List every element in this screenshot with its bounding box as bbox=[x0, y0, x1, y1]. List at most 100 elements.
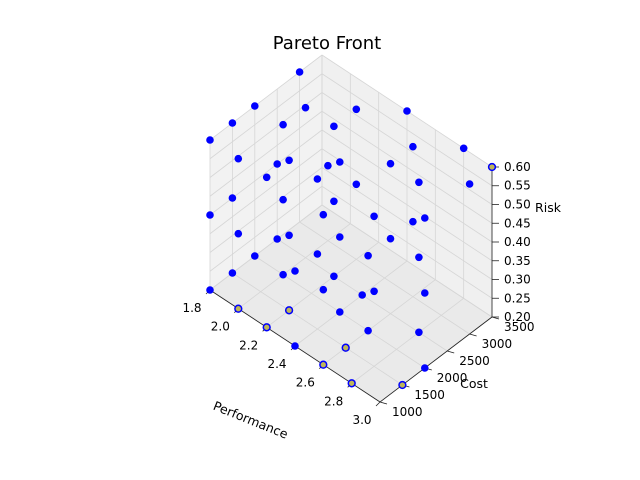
data-point bbox=[251, 252, 259, 260]
data-point bbox=[421, 289, 429, 297]
data-point bbox=[336, 233, 344, 241]
data-point bbox=[421, 214, 429, 222]
data-point bbox=[370, 287, 378, 296]
z-tick-label: 0.35 bbox=[504, 254, 531, 268]
data-point bbox=[415, 253, 423, 262]
grid-line bbox=[209, 73, 323, 160]
y-tick-label: 1500 bbox=[414, 388, 445, 402]
x-tick-label: 2.6 bbox=[296, 376, 315, 390]
grid-line bbox=[321, 185, 493, 299]
grid-line bbox=[232, 272, 403, 386]
y-axis-label: Cost bbox=[460, 376, 488, 391]
y-tick-label: 3500 bbox=[504, 320, 535, 334]
data-point bbox=[324, 161, 332, 170]
pareto-point bbox=[262, 323, 271, 332]
data-point bbox=[262, 173, 271, 182]
data-point bbox=[421, 364, 429, 372]
pareto-point bbox=[398, 380, 407, 390]
data-point bbox=[364, 251, 372, 260]
y-tick-mark bbox=[379, 401, 388, 405]
z-tick-label: 0.30 bbox=[504, 273, 531, 287]
x-axis-label: Performance bbox=[211, 398, 290, 442]
grid-line bbox=[209, 110, 323, 197]
grid-line bbox=[209, 204, 323, 291]
pareto-point bbox=[319, 360, 328, 369]
grid-line bbox=[209, 167, 323, 253]
data-point bbox=[273, 160, 282, 168]
data-point bbox=[364, 326, 372, 335]
data-point bbox=[459, 144, 468, 153]
data-point bbox=[279, 120, 287, 129]
chart-title: Pareto Front bbox=[273, 33, 381, 54]
data-point bbox=[465, 180, 474, 188]
data-point bbox=[206, 211, 214, 219]
grid-line bbox=[321, 92, 493, 205]
grid-line bbox=[209, 129, 323, 216]
data-point bbox=[285, 156, 293, 165]
x-tick-label: 1.8 bbox=[182, 301, 201, 315]
y-tick-label: 1000 bbox=[392, 405, 423, 419]
grid-line bbox=[323, 279, 436, 365]
data-point bbox=[352, 105, 361, 114]
grid-line bbox=[321, 110, 493, 224]
data-point bbox=[336, 158, 344, 166]
z-tick-label: 0.60 bbox=[504, 160, 531, 174]
pareto-point bbox=[234, 304, 243, 313]
data-point bbox=[330, 122, 338, 131]
data-point bbox=[330, 197, 338, 206]
z-axis-label: Risk bbox=[535, 200, 562, 215]
pareto-point bbox=[341, 343, 350, 352]
grid-line bbox=[351, 298, 464, 384]
tick-labels: 1.8 2.0 2.2 2.4 2.6 2.8 3.0 1000 1500 2000 2500 300… bbox=[182, 160, 534, 427]
z-tick-label: 0.40 bbox=[504, 235, 531, 249]
data-point bbox=[370, 212, 378, 221]
data-point bbox=[234, 229, 243, 238]
y-tick-mark bbox=[469, 333, 477, 337]
grid-line bbox=[238, 223, 351, 309]
data-point bbox=[228, 194, 237, 202]
data-point bbox=[228, 269, 237, 277]
data-point bbox=[415, 328, 423, 337]
data-point bbox=[285, 231, 293, 240]
data-point bbox=[279, 270, 287, 279]
pareto-point bbox=[347, 379, 356, 388]
x-tick-label: 2.0 bbox=[211, 320, 230, 334]
x-tick-label: 2.8 bbox=[324, 394, 343, 408]
z-tick-label: 0.20 bbox=[504, 310, 531, 324]
data-point bbox=[291, 342, 299, 350]
data-point bbox=[313, 250, 322, 258]
data-points bbox=[206, 68, 497, 390]
data-point bbox=[206, 286, 214, 294]
data-point bbox=[386, 234, 395, 243]
y-axis-line bbox=[379, 316, 493, 403]
x-tick-mark bbox=[375, 401, 381, 407]
x-tick-label: 2.2 bbox=[239, 338, 258, 352]
z-tick-label: 0.55 bbox=[504, 179, 531, 193]
data-point bbox=[386, 159, 395, 168]
z-tick-label: 0.25 bbox=[504, 291, 531, 305]
z-tick-label: 0.45 bbox=[504, 216, 531, 230]
data-point bbox=[409, 217, 417, 226]
data-point bbox=[206, 136, 214, 144]
grid-line bbox=[321, 167, 493, 280]
z-tick-label: 0.50 bbox=[504, 198, 531, 212]
data-point bbox=[251, 102, 259, 110]
data-point bbox=[336, 308, 344, 316]
x-tick-label: 3.0 bbox=[352, 413, 371, 427]
grid-line bbox=[321, 129, 493, 243]
grid-line bbox=[321, 73, 493, 187]
grid-line bbox=[209, 54, 323, 141]
data-point bbox=[295, 68, 304, 76]
data-point bbox=[228, 119, 237, 127]
data-point bbox=[273, 235, 282, 243]
pareto-point bbox=[284, 306, 294, 315]
x-tick-label: 2.4 bbox=[267, 357, 286, 371]
data-point bbox=[358, 291, 367, 299]
y-tick-label: 3000 bbox=[482, 337, 513, 351]
grid-line bbox=[209, 185, 323, 272]
y-tick-mark bbox=[447, 350, 455, 354]
grid-line bbox=[294, 260, 408, 347]
y-tick-label: 2000 bbox=[437, 371, 468, 385]
data-point bbox=[403, 107, 411, 115]
